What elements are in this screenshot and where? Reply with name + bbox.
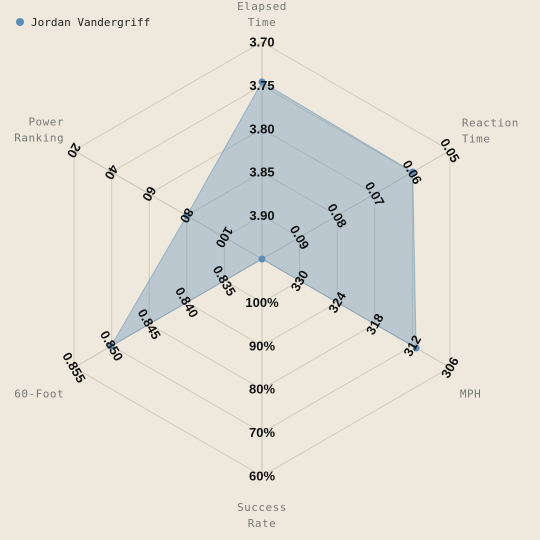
tick-label: 20 [64, 140, 84, 160]
tick-label: 3.70 [249, 35, 274, 50]
legend-label: Jordan Vandergriff [31, 16, 150, 29]
axis-title-reaction: Reaction [462, 117, 519, 130]
radar-series [107, 78, 420, 352]
axis-title-success: Rate [248, 517, 277, 530]
data-point-sixty[interactable] [107, 342, 115, 350]
tick-label: 100% [245, 295, 279, 310]
tick-label: 3.85 [249, 165, 274, 180]
tick-label: 60 [139, 184, 159, 204]
tick-label: 90% [249, 338, 275, 353]
tick-label: 70% [249, 425, 275, 440]
data-point-mph[interactable] [412, 344, 420, 352]
data-point-power[interactable] [183, 212, 191, 220]
axis-title-sixty: 60-Foot [14, 388, 64, 401]
data-point-elapsed[interactable] [258, 78, 266, 86]
tick-label: 60% [249, 469, 275, 484]
radar-axis-titles: Elapsed Time Reaction Time MPH Success Rate 60-… [14, 0, 519, 530]
axis-title-elapsed: Elapsed [237, 0, 287, 13]
data-point-success[interactable] [258, 255, 266, 263]
tick-label: 80% [249, 382, 275, 397]
legend-marker [16, 18, 24, 26]
data-point-reaction[interactable] [409, 168, 417, 176]
axis-title-power: Power [28, 116, 64, 129]
tick-label: 0.05 [437, 136, 463, 165]
tick-label: 3.90 [249, 208, 274, 223]
tick-label: 3.75 [249, 78, 274, 93]
axis-title-power: Ranking [14, 132, 64, 145]
tick-label: 0.855 [59, 350, 88, 386]
axis-title-reaction: Time [462, 133, 491, 146]
tick-label: 3.80 [249, 121, 274, 136]
legend[interactable]: Jordan Vandergriff [16, 16, 150, 29]
grid-spoke [261, 150, 451, 260]
axis-title-elapsed: Time [248, 16, 277, 29]
tick-label: 40 [102, 162, 122, 182]
tick-label: 306 [438, 354, 462, 380]
tick-label: 80 [177, 206, 197, 226]
axis-title-success: Success [237, 501, 287, 514]
axis-title-mph: MPH [460, 388, 481, 401]
grid-spoke [73, 150, 263, 260]
